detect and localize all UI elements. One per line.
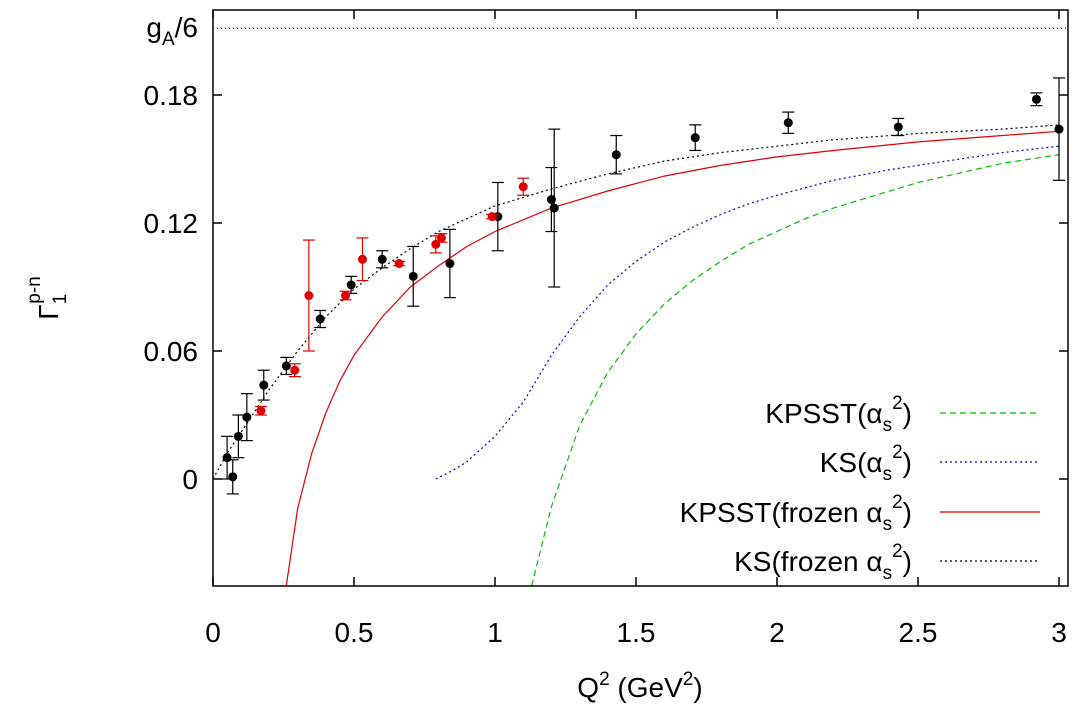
data-point (259, 380, 269, 390)
data-point (341, 291, 351, 301)
data-point (394, 259, 404, 269)
x-tick-label: 1 (487, 617, 503, 648)
x-tick-label: 0.5 (335, 617, 374, 648)
data-point (690, 133, 700, 143)
y-tick-label: 0 (182, 464, 198, 495)
curve-line (435, 145, 1060, 480)
data-point (611, 150, 621, 160)
curves-layer (213, 124, 1060, 586)
curve-line (285, 130, 1060, 586)
data-point (304, 291, 314, 301)
data-point (346, 280, 356, 290)
y-tick-label: 0.18 (144, 80, 199, 111)
data-point (783, 118, 793, 128)
data-point (436, 233, 446, 243)
points-layer (221, 77, 1065, 495)
x-tick-label: 2.5 (899, 617, 938, 648)
data-point (487, 212, 497, 222)
y-axis-title: Γ1p-n (24, 276, 71, 319)
data-point (549, 203, 559, 213)
data-point (233, 431, 243, 441)
plot-frame (212, 9, 1069, 587)
data-point (445, 259, 455, 269)
data-point (290, 365, 300, 375)
data-point (377, 254, 387, 264)
data-point (222, 453, 232, 463)
data-point (256, 406, 266, 416)
legend-label: KS(frozen αs2) (734, 541, 912, 584)
y-tick-label: 0.06 (144, 336, 199, 367)
x-axis-title: Q2 (GeV2) (577, 669, 702, 703)
data-point (1054, 124, 1064, 134)
data-point (281, 361, 291, 371)
data-point (228, 472, 238, 482)
legend-label: KPSST(frozen αs2) (680, 492, 912, 535)
x-tick-label: 3 (1051, 617, 1067, 648)
y-tick-label: 0.12 (144, 208, 199, 239)
data-point (518, 182, 528, 192)
data-point (1031, 94, 1041, 104)
legend: KPSST(αs2) KS(αs2) KPSST(frozen αs2) KS(fro… (680, 393, 1040, 584)
reference-line-label: gA/6 (146, 12, 198, 50)
data-point (357, 254, 367, 264)
legend-label: KPSST(αs2) (765, 393, 912, 436)
curve-line (531, 154, 1060, 586)
ticks-layer: 0 0.5 1 1.5 2 2.5 3 0 0.06 0.12 0.18 (144, 10, 1068, 648)
data-point (315, 314, 325, 324)
legend-label: KS(αs2) (820, 442, 912, 485)
data-point (408, 271, 418, 281)
x-tick-label: 2 (769, 617, 785, 648)
data-point (242, 412, 252, 422)
x-tick-label: 1.5 (617, 617, 656, 648)
data-point (893, 122, 903, 132)
x-tick-label: 0 (205, 617, 221, 648)
